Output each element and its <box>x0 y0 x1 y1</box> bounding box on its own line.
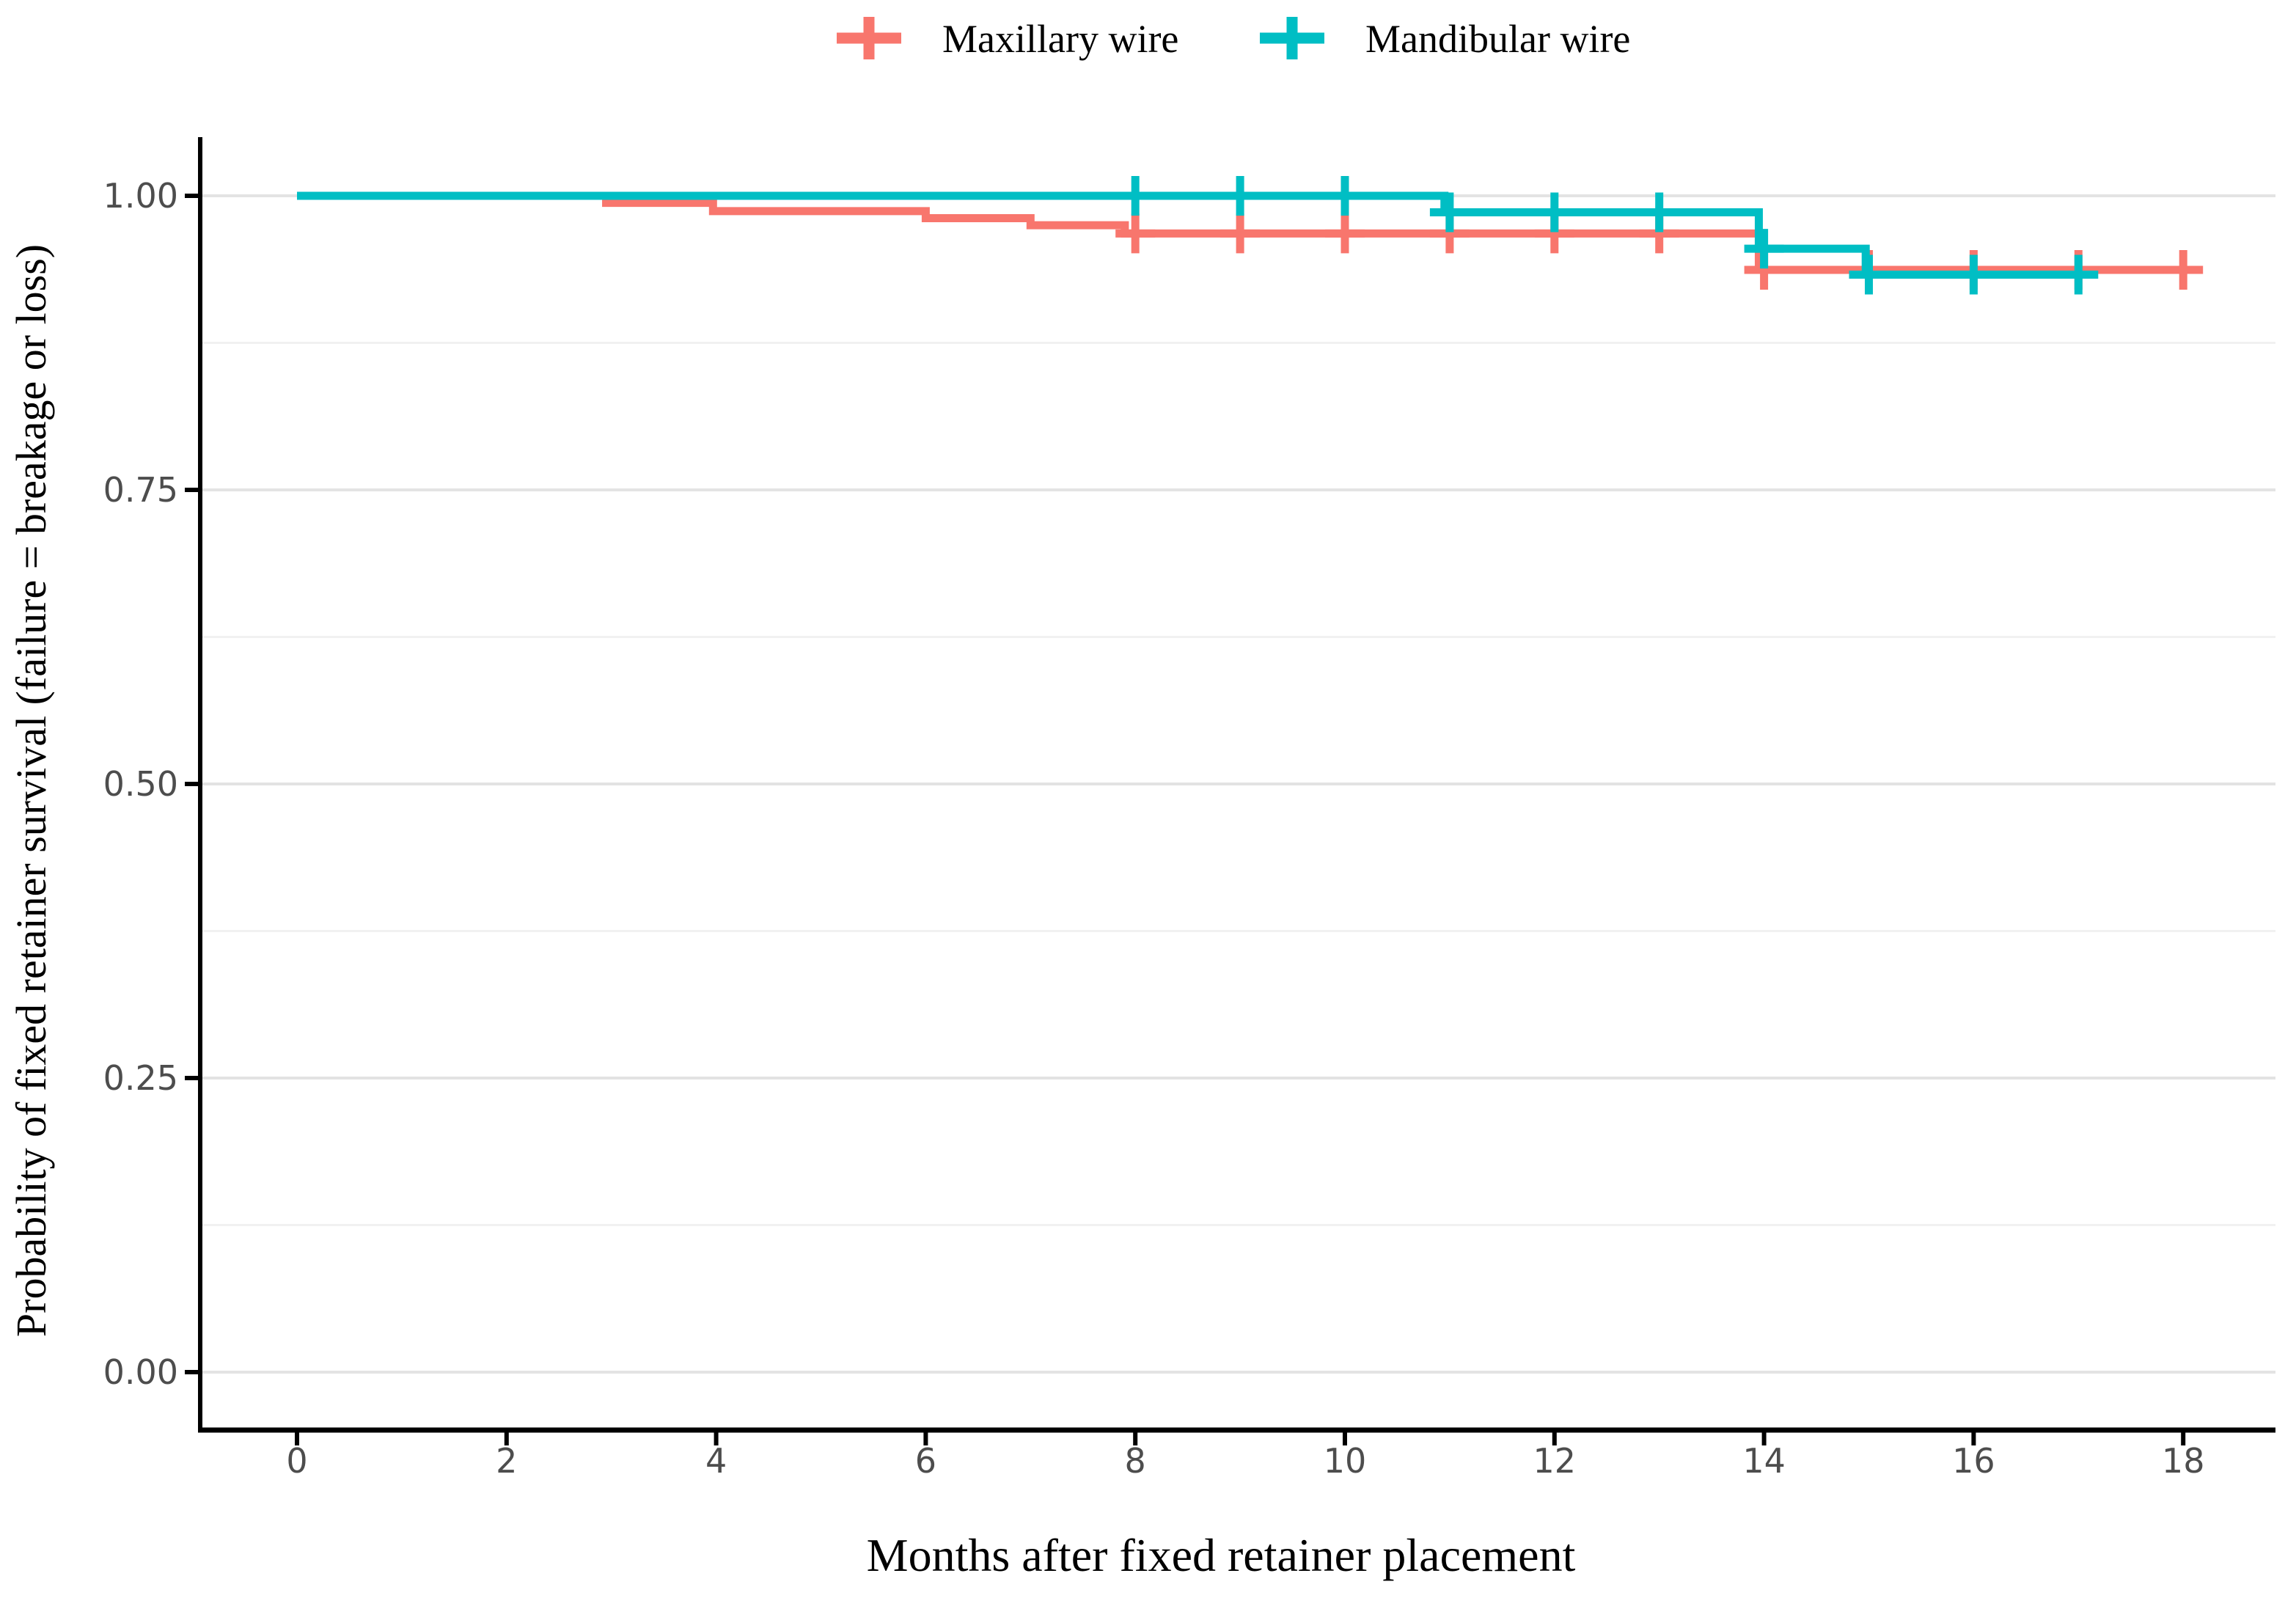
mandibular-censor-plus-icon <box>1220 176 1261 216</box>
mandibular-curve <box>297 176 2099 295</box>
mandibular-censor-plus-icon <box>1429 192 1470 232</box>
x-tick-label: 16 <box>1952 1441 1995 1481</box>
mandibular-legend-plus-icon <box>1260 17 1324 59</box>
plot-area: 0.00 0.25 0.50 0.75 1.00 0 2 4 6 8 10 12 14 16 18 <box>103 137 2275 1481</box>
maxillary-censor-plus-icon <box>2163 250 2204 290</box>
x-tick-label: 4 <box>705 1441 727 1481</box>
axes: 0.00 0.25 0.50 0.75 1.00 0 2 4 6 8 10 12 14 16 18 <box>103 137 2275 1481</box>
maxillary-legend-label: Maxillary wire <box>942 17 1178 61</box>
x-tick-label: 6 <box>915 1441 936 1481</box>
mandibular-censor-plus-icon <box>1639 192 1679 232</box>
maxillary-censor-plus-icon <box>1220 213 1261 254</box>
mandibular-censor-plus-icon <box>1325 176 1365 216</box>
mandibular-censor-plus-icon <box>1954 254 1994 295</box>
mandibular-censor-plus-icon <box>1744 229 1784 269</box>
maxillary-censor-plus-icon <box>1115 213 1156 254</box>
mandibular-censor-plus-icon <box>2058 254 2099 295</box>
y-tick-label: 1.00 <box>103 176 178 216</box>
mandibular-censor-plus-icon <box>1534 192 1574 232</box>
x-tick-label: 0 <box>286 1441 307 1481</box>
y-tick-label: 0.25 <box>103 1058 178 1098</box>
gridlines <box>202 194 2275 1374</box>
mandibular-censor-plus-icon <box>1115 176 1156 216</box>
mandibular-censor-plus-icon <box>1849 254 1889 295</box>
chart-legend: Maxillary wire Mandibular wire <box>837 17 1630 61</box>
x-axis-title: Months after fixed retainer placement <box>867 1529 1576 1581</box>
x-tick-label: 8 <box>1125 1441 1146 1481</box>
y-tick-label: 0.00 <box>103 1352 178 1392</box>
maxillary-legend-plus-icon <box>837 17 901 59</box>
x-tick-label: 14 <box>1742 1441 1786 1481</box>
y-tick-label: 0.50 <box>103 764 178 804</box>
y-tick-label: 0.75 <box>103 470 178 510</box>
x-tick-label: 18 <box>2162 1441 2205 1481</box>
x-tick-label: 2 <box>496 1441 517 1481</box>
x-tick-label: 10 <box>1324 1441 1367 1481</box>
mandibular-legend-label: Mandibular wire <box>1365 17 1630 61</box>
maxillary-censor-plus-icon <box>1325 213 1365 254</box>
x-tick-label: 12 <box>1533 1441 1577 1481</box>
y-axis-title: Probability of fixed retainer survival (… <box>7 244 55 1337</box>
